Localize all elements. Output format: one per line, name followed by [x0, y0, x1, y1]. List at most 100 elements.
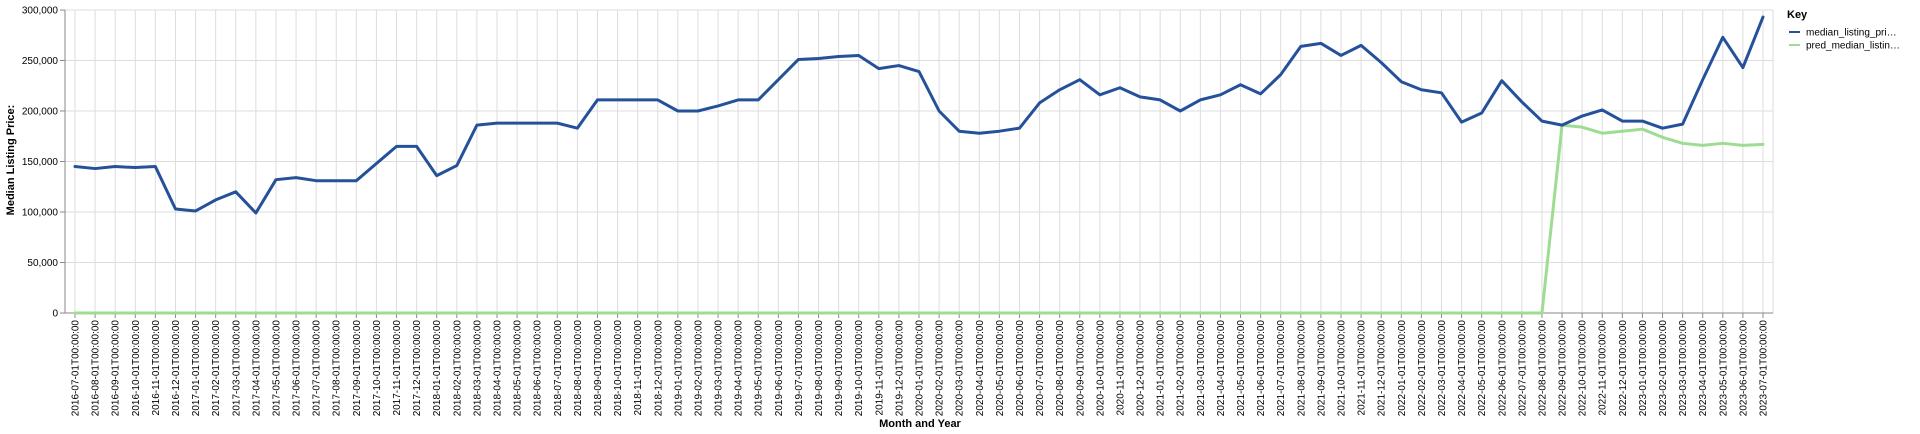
x-tick-label: 2022-05-01T00:00:00	[1477, 320, 1488, 417]
x-tick-label: 2019-01-01T00:00:00	[673, 320, 684, 417]
x-tick-label: 2017-06-01T00:00:00	[292, 320, 303, 417]
y-tick-label: 150,000	[22, 157, 59, 168]
x-tick-label: 2016-11-01T00:00:00	[151, 320, 162, 416]
x-tick-label: 2016-09-01T00:00:00	[111, 320, 122, 417]
x-tick-label: 2017-08-01T00:00:00	[332, 320, 343, 417]
y-tick-label: 50,000	[27, 258, 58, 269]
x-tick-label: 2018-07-01T00:00:00	[553, 320, 564, 417]
x-tick-label: 2021-03-01T00:00:00	[1196, 320, 1207, 417]
legend-title: Key	[1787, 9, 1808, 21]
x-axis: 2016-07-01T00:00:00 2016-08-01T00:00:00 20…	[65, 312, 1773, 417]
x-tick-label: 2019-10-01T00:00:00	[854, 320, 865, 417]
x-tick-label: 2019-08-01T00:00:00	[814, 320, 825, 417]
x-tick-label: 2019-09-01T00:00:00	[834, 320, 845, 417]
x-tick-label: 2020-04-01T00:00:00	[975, 320, 986, 417]
x-tick-label: 2022-10-01T00:00:00	[1578, 320, 1589, 417]
x-tick-label: 2020-08-01T00:00:00	[1055, 320, 1066, 417]
x-tick-label: 2022-04-01T00:00:00	[1457, 320, 1468, 417]
x-tick-label: 2022-11-01T00:00:00	[1598, 320, 1609, 416]
x-tick-label: 2021-02-01T00:00:00	[1176, 320, 1187, 417]
legend-label-2: pred_median_listin…	[1806, 41, 1900, 52]
x-tick-label: 2022-02-01T00:00:00	[1417, 320, 1428, 417]
y-tick-label: 250,000	[22, 56, 59, 67]
series-line-1	[73, 15, 1765, 215]
y-tick-label: 0	[52, 309, 58, 320]
x-tick-label: 2020-02-01T00:00:00	[935, 320, 946, 417]
x-tick-label: 2023-05-01T00:00:00	[1718, 320, 1729, 417]
x-tick-label: 2020-11-01T00:00:00	[1115, 320, 1126, 416]
x-tick-label: 2016-08-01T00:00:00	[91, 320, 102, 417]
x-tick-label: 2017-04-01T00:00:00	[251, 320, 262, 417]
x-tick-label: 2020-09-01T00:00:00	[1075, 320, 1086, 417]
x-tick-label: 2019-07-01T00:00:00	[794, 320, 805, 417]
x-axis-title: Month and Year	[879, 418, 961, 430]
x-tick-label: 2020-03-01T00:00:00	[955, 320, 966, 417]
legend: Key median_listing_pri… pred_median_listi…	[1787, 9, 1900, 52]
x-tick-label: 2021-04-01T00:00:00	[1216, 320, 1227, 417]
x-tick-label: 2018-02-01T00:00:00	[452, 320, 463, 417]
x-tick-label: 2017-10-01T00:00:00	[372, 320, 383, 417]
x-tick-label: 2022-03-01T00:00:00	[1437, 320, 1448, 417]
x-tick-label: 2019-11-01T00:00:00	[874, 320, 885, 416]
x-tick-label: 2019-12-01T00:00:00	[894, 320, 905, 417]
x-tick-label: 2016-07-01T00:00:00	[71, 320, 82, 417]
x-tick-label: 2019-05-01T00:00:00	[754, 320, 765, 417]
x-tick-label: 2022-08-01T00:00:00	[1537, 320, 1548, 417]
x-tick-label: 2017-01-01T00:00:00	[191, 320, 202, 417]
x-tick-label: 2019-04-01T00:00:00	[734, 320, 745, 417]
x-tick-label: 2018-09-01T00:00:00	[593, 320, 604, 417]
x-tick-label: 2020-07-01T00:00:00	[1035, 320, 1046, 417]
x-tick-label: 2021-07-01T00:00:00	[1276, 320, 1287, 417]
y-tick-label: 300,000	[22, 6, 59, 17]
x-tick-label: 2019-02-01T00:00:00	[693, 320, 704, 417]
x-tick-label: 2018-11-01T00:00:00	[633, 320, 644, 416]
x-tick-label: 2022-12-01T00:00:00	[1618, 320, 1629, 417]
x-tick-label: 2023-04-01T00:00:00	[1698, 320, 1709, 417]
x-tick-label: 2018-06-01T00:00:00	[533, 320, 544, 417]
x-tick-label: 2019-06-01T00:00:00	[774, 320, 785, 417]
x-tick-label: 2017-02-01T00:00:00	[211, 320, 222, 417]
x-tick-label: 2017-09-01T00:00:00	[352, 320, 363, 417]
x-tick-label: 2018-01-01T00:00:00	[432, 320, 443, 417]
x-tick-label: 2018-03-01T00:00:00	[472, 320, 483, 417]
x-tick-label: 2017-03-01T00:00:00	[231, 320, 242, 417]
x-tick-label: 2023-01-01T00:00:00	[1638, 320, 1649, 417]
x-tick-label: 2022-01-01T00:00:00	[1397, 320, 1408, 417]
series-lines	[73, 15, 1765, 315]
series-line-2	[73, 123, 1765, 315]
x-tick-label: 2021-11-01T00:00:00	[1357, 320, 1368, 416]
x-tick-label: 2020-05-01T00:00:00	[995, 320, 1006, 417]
x-tick-label: 2020-10-01T00:00:00	[1095, 320, 1106, 417]
x-tick-label: 2022-07-01T00:00:00	[1517, 320, 1528, 417]
x-tick-label: 2023-06-01T00:00:00	[1738, 320, 1749, 417]
x-tick-label: 2021-06-01T00:00:00	[1256, 320, 1267, 417]
x-tick-label: 2021-01-01T00:00:00	[1156, 320, 1167, 417]
x-tick-label: 2023-03-01T00:00:00	[1678, 320, 1689, 417]
x-tick-label: 2020-12-01T00:00:00	[1136, 320, 1147, 417]
x-tick-label: 2017-11-01T00:00:00	[392, 320, 403, 416]
x-tick-label: 2018-12-01T00:00:00	[653, 320, 664, 417]
x-tick-label: 2022-06-01T00:00:00	[1497, 320, 1508, 417]
x-tick-label: 2017-05-01T00:00:00	[271, 320, 282, 417]
x-tick-label: 2020-06-01T00:00:00	[1015, 320, 1026, 417]
legend-label-1: median_listing_pri…	[1806, 28, 1897, 39]
x-tick-label: 2021-08-01T00:00:00	[1296, 320, 1307, 417]
x-tick-label: 2022-09-01T00:00:00	[1558, 320, 1569, 417]
y-axis: 0 50,000 100,000 150,000 200,000 250,000 300,0…	[22, 6, 66, 320]
x-tick-label: 2021-12-01T00:00:00	[1377, 320, 1388, 417]
x-tick-label: 2020-01-01T00:00:00	[915, 320, 926, 417]
y-tick-label: 200,000	[22, 107, 59, 118]
grid-lines	[65, 9, 1774, 314]
x-tick-label: 2023-02-01T00:00:00	[1658, 320, 1669, 417]
x-tick-label: 2016-12-01T00:00:00	[171, 320, 182, 417]
x-tick-label: 2017-07-01T00:00:00	[312, 320, 323, 417]
x-tick-label: 2019-03-01T00:00:00	[714, 320, 725, 417]
x-tick-label: 2016-10-01T00:00:00	[131, 320, 142, 417]
x-tick-label: 2018-04-01T00:00:00	[493, 320, 504, 417]
x-tick-label: 2017-12-01T00:00:00	[412, 320, 423, 417]
x-tick-label: 2018-10-01T00:00:00	[613, 320, 624, 417]
y-axis-title: Median Listing Price:	[5, 105, 17, 216]
y-tick-label: 100,000	[22, 208, 59, 219]
x-tick-label: 2023-07-01T00:00:00	[1759, 320, 1770, 417]
